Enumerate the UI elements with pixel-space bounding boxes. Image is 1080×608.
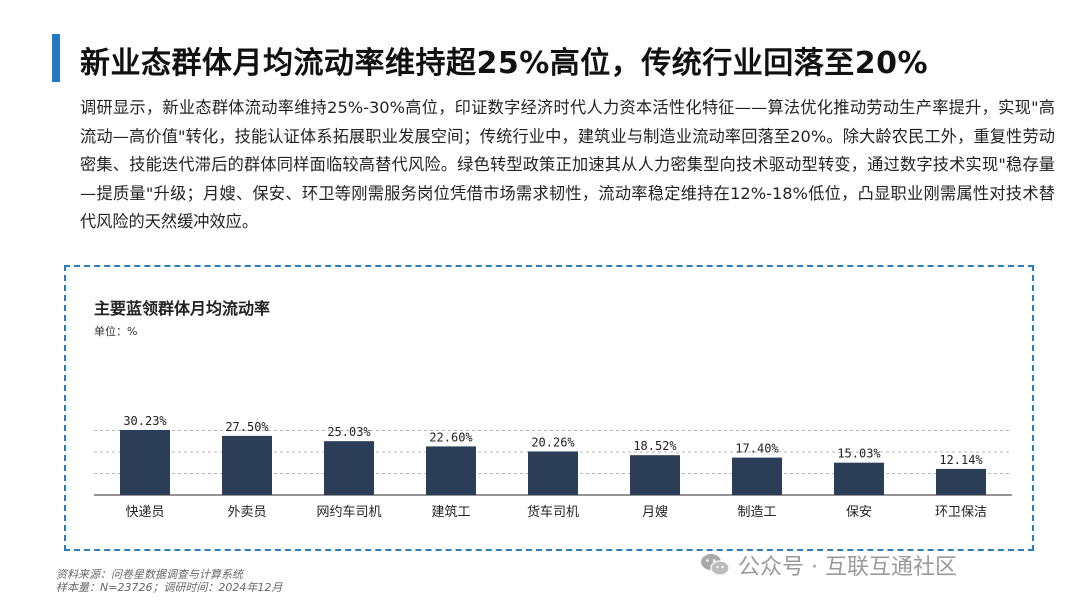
chart-title: 主要蓝领群体月均流动率 — [94, 299, 271, 318]
title-accent-bar — [52, 34, 60, 82]
bar-2 — [222, 435, 272, 495]
bar-value-label-2: 27.50% — [225, 420, 269, 434]
watermark-text: 公众号 · 互联互通社区 — [738, 555, 957, 580]
category-label-5: 货车司机 — [527, 504, 579, 520]
chart-frame: 主要蓝领群体月均流动率 单位：% 30.23% 快递员 27.50% 外卖员 25.03… — [64, 265, 1034, 551]
chart-unit-label: 单位：% — [94, 325, 138, 338]
wechat-icon — [700, 552, 730, 578]
chart-footer: 资料来源：问卷星数据调查与计算系统 样本量：N=23726；调研时间：2024年… — [56, 568, 282, 594]
category-label-9: 环卫保洁 — [935, 505, 987, 520]
bar-4 — [426, 446, 476, 495]
watermark: 公众号 · 互联互通社区 — [700, 550, 957, 580]
bar-value-label-9: 12.14% — [939, 453, 983, 467]
bar-5 — [528, 451, 578, 495]
bar-chart: 30.23% 快递员 27.50% 外卖员 25.03% 网约车司机 22.60% 建筑工 20… — [94, 414, 1012, 520]
bar-1 — [120, 430, 170, 495]
bar-value-label-8: 15.03% — [837, 447, 881, 461]
category-label-7: 制造工 — [737, 505, 776, 520]
bar-3 — [324, 441, 374, 495]
sample-note: 样本量：N=23726；调研时间：2024年12月 — [56, 581, 283, 594]
bar-value-label-3: 25.03% — [327, 425, 371, 439]
page-title: 新业态群体月均流动率维持超25%高位，传统行业回落至20% — [80, 46, 929, 81]
bar-value-label-6: 18.52% — [633, 439, 677, 453]
category-label-1: 快递员 — [125, 505, 164, 520]
bar-value-label-1: 30.23% — [123, 414, 167, 428]
source-note: 资料来源：问卷星数据调查与计算系统 — [56, 568, 243, 581]
category-label-8: 保安 — [846, 505, 872, 520]
bar-7 — [732, 457, 782, 495]
bar-8 — [834, 462, 884, 495]
bar-9 — [936, 468, 986, 495]
category-label-4: 建筑工 — [431, 504, 470, 520]
category-label-2: 外卖员 — [227, 505, 266, 520]
summary-paragraph: 调研显示，新业态群体流动率维持25%-30%高位，印证数字经济时代人力资本活性化… — [80, 98, 1055, 232]
category-label-6: 月嫂 — [642, 505, 668, 520]
bar-value-label-5: 20.26% — [531, 435, 575, 449]
bar-value-label-7: 17.40% — [735, 442, 779, 456]
category-label-3: 网约车司机 — [316, 504, 381, 520]
bar-6 — [630, 455, 680, 495]
bar-value-label-4: 22.60% — [429, 430, 473, 444]
